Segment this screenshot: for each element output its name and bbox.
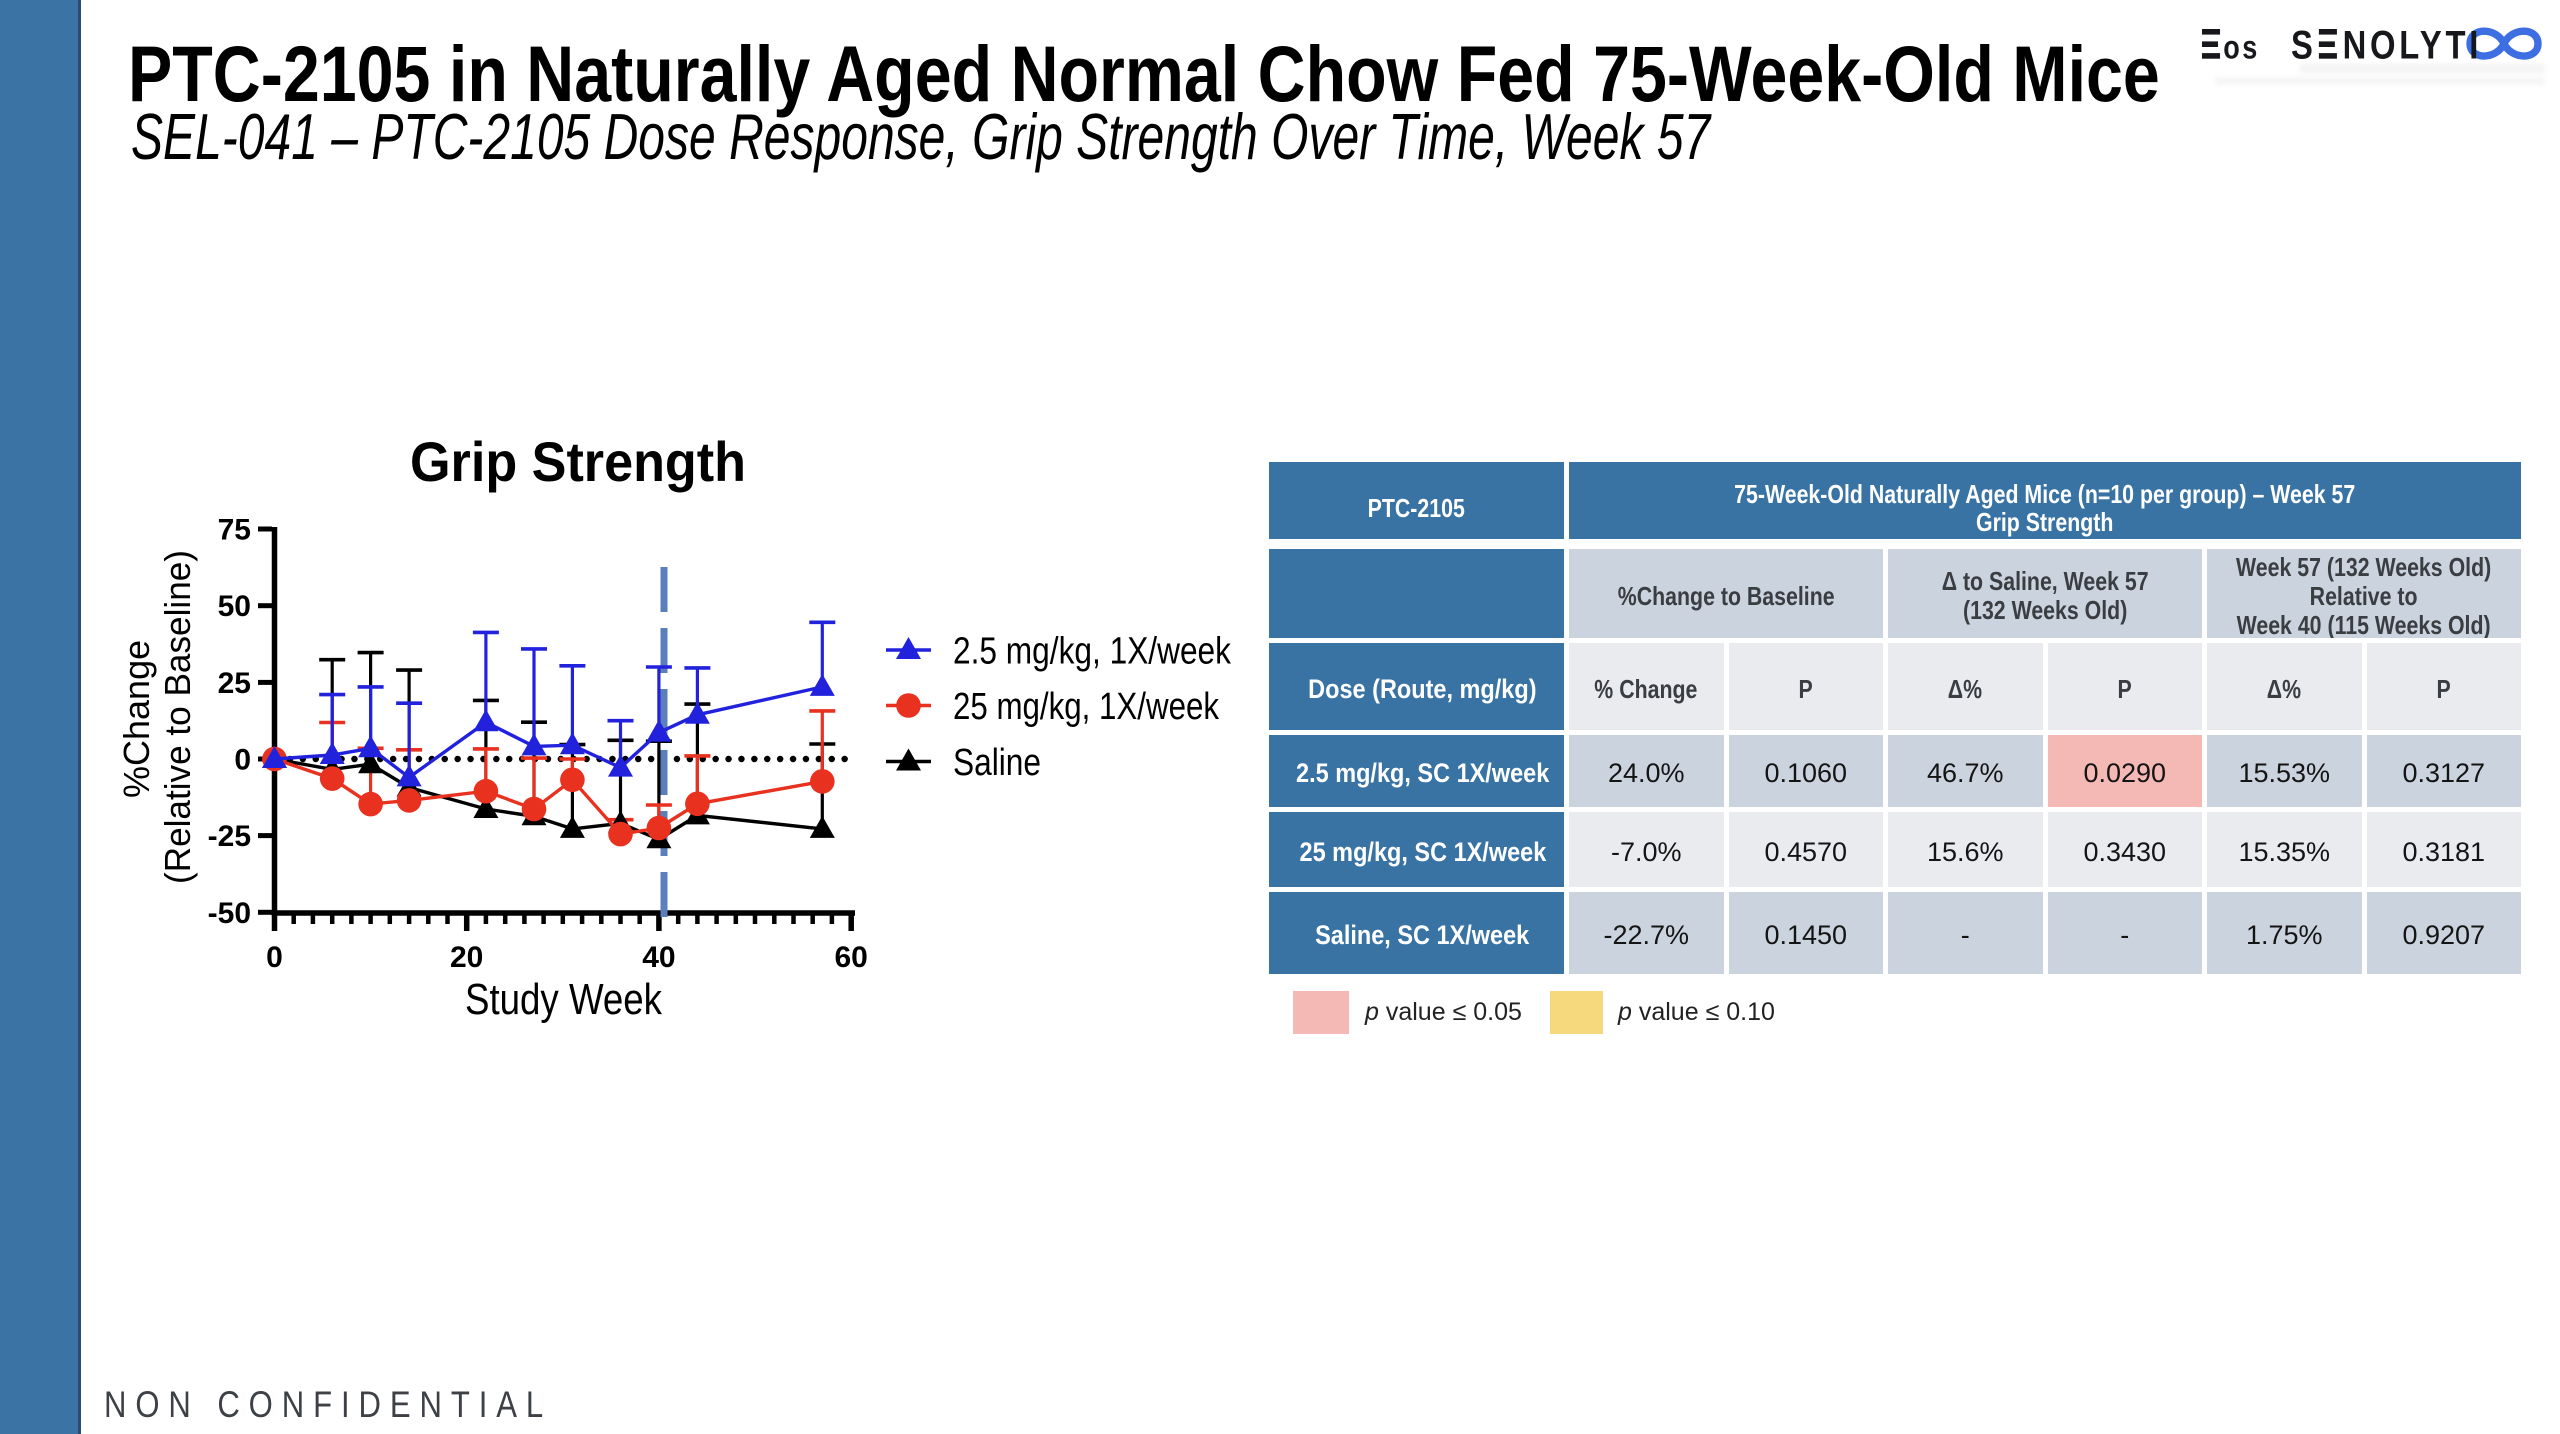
svg-text:-25: -25 xyxy=(208,820,251,853)
svg-text:0: 0 xyxy=(234,744,251,777)
svg-text:75: 75 xyxy=(218,514,251,547)
svg-text:25: 25 xyxy=(218,667,251,700)
svg-text:40: 40 xyxy=(642,941,675,974)
svg-text:os: os xyxy=(2223,30,2259,66)
svg-text:50: 50 xyxy=(218,590,251,623)
svg-text:2.5 mg/kg, 1X/week: 2.5 mg/kg, 1X/week xyxy=(953,631,1232,673)
svg-text:0: 0 xyxy=(266,941,283,974)
svg-text:20: 20 xyxy=(450,941,483,974)
svg-text:25 mg/kg, 1X/week: 25 mg/kg, 1X/week xyxy=(953,686,1220,728)
svg-text:%Change: %Change xyxy=(116,640,157,798)
svg-text:NOLYTI: NOLYTI xyxy=(2343,23,2482,68)
svg-text:Study Week: Study Week xyxy=(465,975,663,1024)
svg-text:Grip Strength: Grip Strength xyxy=(410,430,746,493)
svg-text:S: S xyxy=(2291,23,2313,68)
svg-text:(Relative to Baseline): (Relative to Baseline) xyxy=(157,550,198,884)
svg-text:Saline: Saline xyxy=(953,742,1041,784)
svg-text:-50: -50 xyxy=(208,897,251,930)
svg-text:60: 60 xyxy=(835,941,868,974)
